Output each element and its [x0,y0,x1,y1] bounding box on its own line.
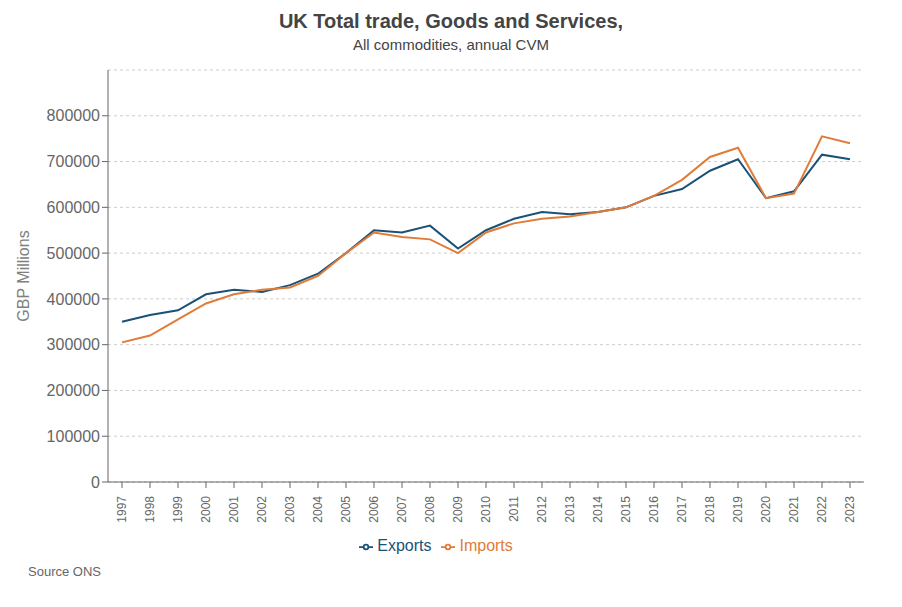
html-text:Imports: Imports [459,537,513,554]
svg-text:400000: 400000 [47,291,100,308]
svg-text:2015: 2015 [619,496,633,523]
svg-text:200000: 200000 [47,382,100,399]
svg-text:2010: 2010 [479,496,493,523]
svg-text:1999: 1999 [171,496,185,523]
svg-text:1997: 1997 [115,496,129,523]
svg-text:100000: 100000 [47,428,100,445]
svg-text:1998: 1998 [143,496,157,523]
html-text:UK Total trade, Goods and Serv: UK Total trade, Goods and Services, [278,10,624,32]
svg-text:2013: 2013 [563,496,577,523]
svg-text:500000: 500000 [47,245,100,262]
html-text:All commodities, annual CVM: All commodities, annual CVM [353,36,549,53]
svg-text:2020: 2020 [759,496,773,523]
svg-text:300000: 300000 [47,336,100,353]
svg-text:2007: 2007 [395,496,409,523]
svg-text:2014: 2014 [591,496,605,523]
svg-text:0: 0 [91,474,100,491]
svg-text:2019: 2019 [731,496,745,523]
svg-text:2003: 2003 [283,496,297,523]
svg-text:2023: 2023 [843,496,857,523]
svg-text:2017: 2017 [675,496,689,523]
svg-text:2009: 2009 [451,496,465,523]
html-text:Source ONS: Source ONS [28,564,101,579]
html-text:Exports: Exports [377,537,432,554]
svg-text:700000: 700000 [47,153,100,170]
svg-text:2001: 2001 [227,496,241,523]
svg-text:800000: 800000 [47,107,100,124]
svg-text:GBP Millions: GBP Millions [15,230,32,321]
svg-text:2021: 2021 [787,496,801,523]
svg-text:2016: 2016 [647,496,661,523]
svg-text:2011: 2011 [507,496,521,522]
svg-text:2002: 2002 [255,496,269,523]
svg-text:2022: 2022 [815,496,829,523]
svg-text:2018: 2018 [703,496,717,523]
svg-text:2008: 2008 [423,496,437,523]
svg-text:2005: 2005 [339,496,353,523]
svg-text:600000: 600000 [47,199,100,216]
svg-text:2006: 2006 [367,496,381,523]
svg-text:2004: 2004 [311,496,325,523]
svg-text:2000: 2000 [199,496,213,523]
svg-text:2012: 2012 [535,496,549,523]
